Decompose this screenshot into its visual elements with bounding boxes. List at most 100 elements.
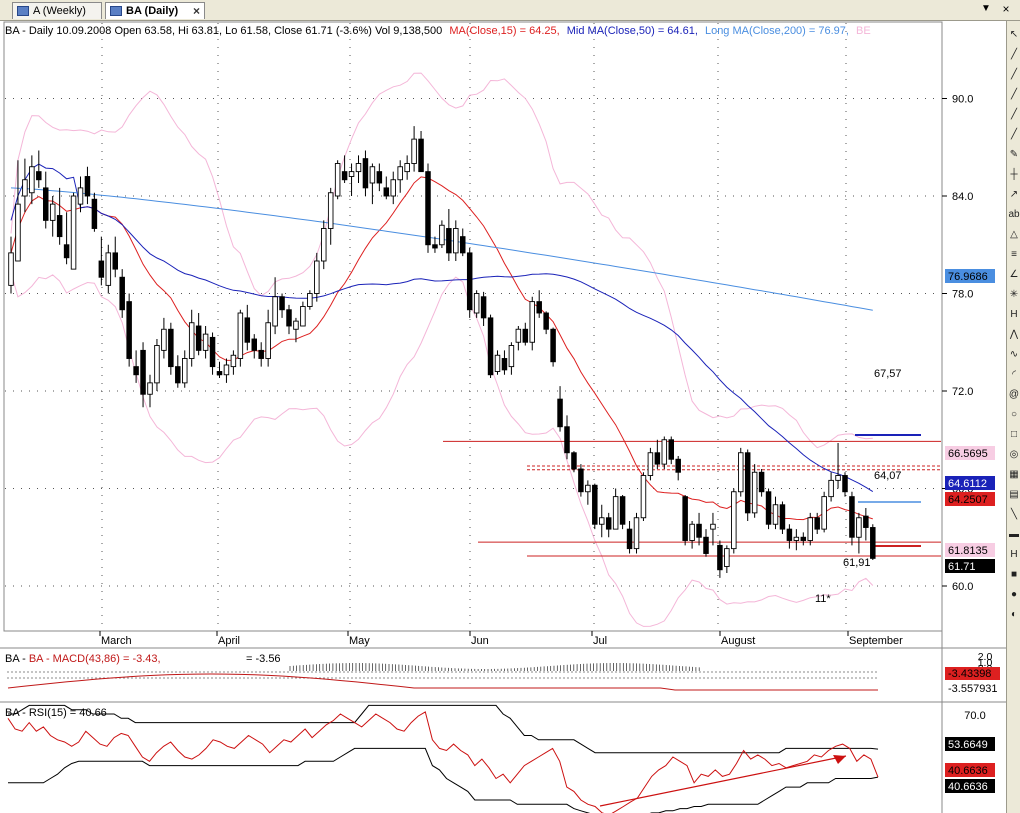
- spiral-tool-icon[interactable]: @: [1008, 389, 1020, 400]
- macd-zero-dot: [859, 671, 861, 673]
- high-low-tool-icon[interactable]: H: [1010, 549, 1018, 560]
- macd-zero-dot: [695, 677, 697, 679]
- close-icon[interactable]: ×: [192, 4, 200, 18]
- channel-tool-icon[interactable]: ╱: [1010, 129, 1018, 140]
- trend-tool-icon[interactable]: ╱: [1010, 109, 1018, 120]
- macd-zero-dot: [535, 671, 537, 673]
- macd-zero-dot: [667, 677, 669, 679]
- candle: [43, 171, 49, 229]
- macd-zero-dot: [775, 677, 777, 679]
- candle: [605, 512, 612, 538]
- macd-zero-dot: [175, 677, 177, 679]
- macd-zero-dot: [83, 677, 85, 679]
- arc-tool-icon[interactable]: ◜: [1012, 369, 1016, 380]
- macd-zero-dot: [11, 677, 13, 679]
- pencil-tool-icon[interactable]: ✎: [1009, 149, 1019, 160]
- rectangle-tool-icon[interactable]: □: [1010, 429, 1018, 440]
- macd-zero-dot: [51, 677, 53, 679]
- candle: [244, 304, 251, 351]
- ray-tool-icon[interactable]: ╱: [1010, 69, 1018, 80]
- macd-zero-dot: [807, 671, 809, 673]
- bands-tool-icon[interactable]: ▬: [1009, 529, 1019, 540]
- cursor-tool-icon[interactable]: ↖: [1009, 29, 1019, 40]
- candle: [501, 350, 508, 375]
- price-tick-label: 60.0: [952, 581, 973, 593]
- line-tool-icon[interactable]: ╱: [1010, 49, 1018, 60]
- macd-zero-dot: [779, 677, 781, 679]
- macd-zero-dot: [155, 677, 157, 679]
- close-window-icon[interactable]: ×: [1002, 2, 1010, 16]
- macd-zero-dot: [127, 677, 129, 679]
- tab-weekly[interactable]: A (Weekly): [12, 2, 102, 19]
- chart-icon: [17, 6, 29, 16]
- macd-zero-dot: [39, 671, 41, 673]
- macd-zero-dot: [111, 671, 113, 673]
- candle: [807, 512, 814, 546]
- angle-tool-icon[interactable]: ∠: [1009, 269, 1019, 280]
- ellipse-tool-icon[interactable]: ○: [1010, 409, 1018, 420]
- candle: [765, 488, 772, 530]
- triangle-tool-icon[interactable]: △: [1010, 229, 1018, 240]
- macd-zero-dot: [671, 677, 673, 679]
- candle: [355, 155, 362, 183]
- vertical-line-tool-icon[interactable]: ┼: [1010, 169, 1018, 180]
- chart-area[interactable]: 90.084.078.072.066.060.0 76.968666.56956…: [0, 21, 1006, 813]
- candle: [272, 277, 278, 335]
- macd-zero-dot: [767, 677, 769, 679]
- cycle-tool-icon[interactable]: ◎: [1009, 449, 1019, 460]
- macd-badge: [945, 682, 1000, 695]
- fib-tool-icon[interactable]: ≡: [1011, 249, 1017, 260]
- macd-badge-label: -3.557931: [948, 683, 998, 695]
- macd-zero-dot: [591, 671, 593, 673]
- gann-tool-icon[interactable]: ✳: [1009, 289, 1019, 300]
- macd-zero-dot: [847, 677, 849, 679]
- macd-zero-dot: [711, 677, 713, 679]
- text-tool-icon[interactable]: ab: [1008, 209, 1020, 220]
- regression-tool-icon[interactable]: ╲: [1010, 509, 1018, 520]
- macd-zero-dot: [419, 677, 421, 679]
- macd-zero-dot: [595, 677, 597, 679]
- macd-zero-dot: [71, 677, 73, 679]
- macd-zero-dot: [635, 671, 637, 673]
- macd-zero-dot: [799, 677, 801, 679]
- macd-zero-dot: [595, 671, 597, 673]
- extend-line-tool-icon[interactable]: ╱: [1010, 89, 1018, 100]
- tab-daily[interactable]: BA (Daily) ×: [105, 2, 205, 19]
- candle: [626, 521, 633, 554]
- macd-zero-dot: [699, 671, 701, 673]
- macd-zero-dot: [747, 671, 749, 673]
- macd-zero-dot: [639, 677, 641, 679]
- macd-zero-dot: [143, 677, 145, 679]
- macd-zero-dot: [827, 677, 829, 679]
- macd-zero-dot: [703, 671, 705, 673]
- macd-zero-dot: [759, 671, 761, 673]
- zigzag-tool-icon[interactable]: ⋀: [1009, 329, 1019, 340]
- rsi-tick-label: 70.0: [964, 710, 985, 722]
- candle: [793, 529, 800, 551]
- macd-zero-dot: [695, 671, 697, 673]
- alert-tool-icon[interactable]: ●: [1010, 589, 1018, 600]
- grid-tool-icon[interactable]: ▦: [1009, 469, 1019, 480]
- candle: [466, 248, 473, 318]
- macd-zero-dot: [327, 671, 329, 673]
- price-badge-label: 61.8135: [948, 545, 988, 557]
- table-tool-icon[interactable]: ▤: [1009, 489, 1019, 500]
- macd-zero-dot: [139, 671, 141, 673]
- macd-zero-dot: [443, 671, 445, 673]
- settings-tool-icon[interactable]: ◐: [1010, 609, 1018, 620]
- dropdown-arrow-icon[interactable]: ▼: [981, 3, 991, 14]
- macd-zero-dot: [491, 671, 493, 673]
- wave-tool-icon[interactable]: ∿: [1009, 349, 1019, 360]
- macd-zero-dot: [335, 677, 337, 679]
- macd-zero-dot: [479, 677, 481, 679]
- ma15-line: [10, 176, 873, 521]
- color-tool-icon[interactable]: ■: [1010, 569, 1018, 580]
- macd-zero-dot: [503, 671, 505, 673]
- macd-zero-dot: [323, 671, 325, 673]
- arrow-tool-icon[interactable]: ↗: [1009, 189, 1019, 200]
- macd-zero-dot: [755, 671, 757, 673]
- h-line-tool-icon[interactable]: H: [1010, 309, 1018, 320]
- macd-zero-dot: [511, 677, 513, 679]
- macd-zero-dot: [439, 671, 441, 673]
- macd-zero-dot: [15, 677, 17, 679]
